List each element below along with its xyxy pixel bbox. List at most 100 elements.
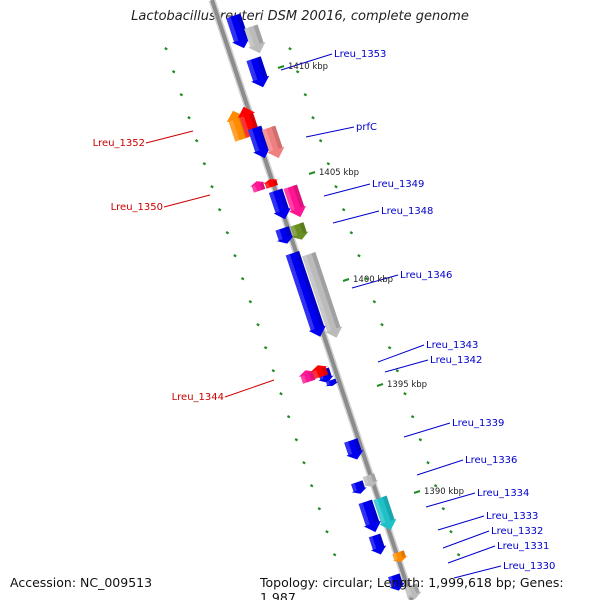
feature-highlight: [302, 255, 332, 332]
gene-leader-line: [323, 183, 371, 197]
gene-feature: [368, 533, 387, 555]
feature-shade: [367, 499, 380, 523]
scale-dot-plus: [449, 530, 453, 534]
gene-leader-line: [280, 53, 333, 71]
gene-feature: [302, 252, 343, 338]
scale-tick: [413, 490, 421, 494]
feature-shade: [332, 378, 337, 384]
gene-label-plus: Lreu_1342: [430, 355, 482, 366]
scale-label: 1410 kbp: [288, 62, 328, 72]
scale-dot-minus: [217, 208, 222, 212]
gene-leader-line: [351, 274, 399, 289]
gene-feature: [246, 56, 270, 88]
feature-shade: [353, 438, 362, 452]
feature-shade: [295, 251, 325, 328]
gene-leader-line: [437, 515, 485, 531]
scale-label: 1395 kbp: [387, 380, 427, 390]
feature-highlight: [247, 128, 260, 152]
gene-leader-line: [145, 130, 194, 144]
scale-dot-minus: [256, 323, 260, 327]
gene-feature: [268, 188, 291, 220]
feature-highlight: [362, 476, 369, 485]
scale-label: 1390 kbp: [424, 487, 464, 497]
gene-label-plus: Lreu_1349: [372, 179, 424, 190]
scale-dot-minus: [279, 392, 283, 396]
feature-shade: [309, 372, 316, 381]
feature-highlight: [392, 553, 398, 561]
feature-shade: [396, 573, 403, 585]
gene-feature: [290, 222, 309, 240]
scale-dot-plus: [349, 231, 354, 235]
feature-shade: [257, 125, 269, 149]
feature-shade: [400, 550, 406, 558]
gene-label-plus: Lreu_1333: [486, 511, 538, 522]
scale-dot-plus: [357, 254, 361, 258]
scale-dots: [164, 47, 461, 557]
feature-shade: [325, 367, 332, 378]
gene-label-plus: Lreu_1331: [497, 541, 549, 552]
scale-dot-plus: [288, 47, 292, 51]
gene-label-plus: Lreu_1334: [477, 488, 529, 499]
scale-dot-plus: [311, 116, 315, 120]
feature-highlight: [264, 182, 270, 189]
gene-label-plus: Lreu_1346: [400, 270, 452, 281]
gene-feature: [358, 499, 382, 533]
gene-feature: [405, 583, 422, 599]
scale-dot-minus: [179, 93, 184, 97]
feature-shade: [382, 495, 395, 521]
scale-dot-minus: [294, 438, 299, 442]
gene-feature: [249, 181, 266, 193]
feature-shade: [259, 182, 266, 190]
feature-highlight: [351, 483, 357, 492]
feature-highlight: [246, 59, 258, 82]
feature-highlight: [226, 16, 239, 42]
feature-body: [226, 110, 250, 142]
gene-feature: [261, 125, 285, 159]
scale-dot-plus: [410, 415, 415, 419]
scale-dot-minus: [271, 369, 276, 373]
scale-dot-minus: [210, 185, 214, 189]
scale-dot-minus: [240, 277, 245, 281]
scale-labels: 1410 kbp 1405 kbp 1400 kbp 1395 kbp 1390 kbp: [277, 62, 464, 497]
scale-dot-minus: [332, 553, 337, 557]
scale-tick: [376, 383, 384, 387]
gene-feature: [351, 480, 367, 494]
scale-tick: [342, 278, 350, 282]
feature-shade: [236, 13, 249, 39]
genome-summary: Topology: circular; Length: 1,999,618 bp…: [260, 575, 564, 600]
gene-label-plus: Lreu_1348: [381, 206, 433, 217]
gene-leader-line: [453, 565, 502, 579]
feature-shade: [299, 222, 307, 234]
gene-feature: [285, 251, 326, 337]
gene-leader-line: [163, 194, 211, 208]
feature-shade: [284, 226, 293, 238]
scale-dot-plus: [418, 438, 423, 442]
gene-feature: [325, 378, 339, 387]
feature-highlight: [344, 441, 353, 456]
feature-highlight: [244, 27, 255, 47]
feature-highlight: [275, 229, 283, 241]
feature-shade: [272, 179, 278, 187]
feature-highlight: [290, 225, 298, 237]
gene-feature: [392, 550, 408, 562]
gene-label-plus: Lreu_1332: [491, 526, 543, 537]
gene-feature: [344, 438, 364, 460]
feature-highlight: [312, 370, 319, 379]
gene-feature: [244, 24, 266, 54]
gene-leader-line: [332, 210, 380, 224]
scale-dot-plus: [303, 93, 308, 97]
feature-shade: [253, 24, 264, 44]
gene-leader-line: [224, 379, 275, 398]
gene-label-plus: Lreu_1330: [503, 561, 555, 572]
gene-feature: [275, 226, 294, 244]
feature-shade: [370, 473, 377, 482]
scale-dot-minus: [187, 116, 191, 120]
feature-highlight: [228, 120, 240, 142]
scale-dot-minus: [325, 530, 329, 534]
scale-dot-plus: [364, 277, 369, 281]
scale-dot-minus: [233, 254, 237, 258]
feature-highlight: [358, 502, 370, 526]
scale-dot-minus: [263, 346, 268, 350]
scale-dot-plus: [426, 461, 430, 465]
gene-leader-line: [425, 492, 476, 508]
